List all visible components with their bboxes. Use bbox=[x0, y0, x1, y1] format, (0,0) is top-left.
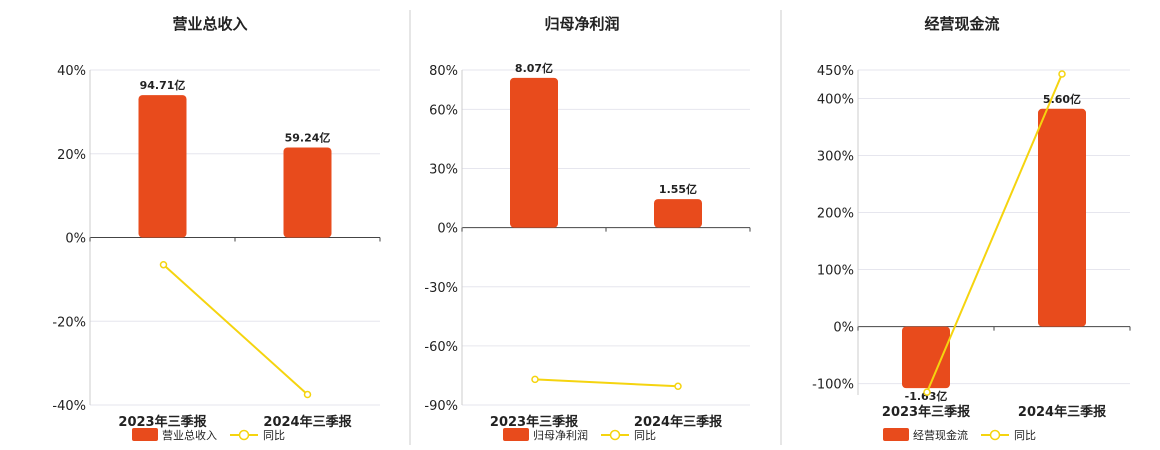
y-tick-label: 30% bbox=[429, 163, 458, 178]
x-category-label: 2023年三季报 bbox=[882, 404, 971, 420]
legend-bar-swatch bbox=[132, 428, 158, 441]
legend-line-label: 同比 bbox=[634, 429, 656, 442]
x-category-label: 2024年三季报 bbox=[1018, 404, 1107, 420]
x-category-label: 2024年三季报 bbox=[634, 414, 723, 430]
y-tick-label: -40% bbox=[52, 399, 86, 414]
y-tick-label: -60% bbox=[424, 340, 458, 355]
y-tick-label: 400% bbox=[817, 93, 854, 108]
y-tick-label: 0% bbox=[65, 232, 86, 247]
y-tick-label: 0% bbox=[833, 321, 854, 336]
legend-line-label: 同比 bbox=[263, 429, 285, 442]
bar-data-label: 8.07亿 bbox=[515, 61, 553, 75]
chart-title: 经营现金流 bbox=[924, 15, 999, 33]
x-category-label: 2024年三季报 bbox=[263, 414, 352, 430]
y-tick-label: 100% bbox=[817, 264, 854, 279]
y-tick-label: 40% bbox=[57, 64, 86, 79]
line-point-1 bbox=[1058, 70, 1066, 78]
y-tick-label: 200% bbox=[817, 207, 854, 222]
y-tick-label: -20% bbox=[52, 315, 86, 330]
legend-bar-label: 归母净利润 bbox=[533, 428, 588, 442]
legend-bar-label: 经营现金流 bbox=[913, 428, 968, 442]
y-tick-label: 60% bbox=[429, 103, 458, 118]
legend-bar-swatch bbox=[883, 428, 909, 441]
line-同比 bbox=[926, 73, 1063, 393]
legend-line-marker bbox=[238, 429, 250, 441]
y-tick-label: 80% bbox=[429, 64, 458, 79]
legend-bar-label: 营业总收入 bbox=[162, 428, 217, 442]
line-point-1 bbox=[674, 382, 682, 391]
line-point-1 bbox=[303, 390, 312, 399]
chart-title: 营业总收入 bbox=[172, 15, 247, 33]
y-tick-label: 450% bbox=[817, 64, 854, 79]
legend-line-marker bbox=[609, 429, 621, 441]
legend-line-marker bbox=[989, 429, 1001, 441]
y-tick-label: 300% bbox=[817, 150, 854, 165]
bar-data-label: 94.71亿 bbox=[140, 78, 186, 92]
y-tick-label: -90% bbox=[424, 399, 458, 414]
y-tick-label: -30% bbox=[424, 281, 458, 296]
x-category-label: 2023年三季报 bbox=[118, 414, 207, 430]
bar-归母净利润-1 bbox=[654, 199, 702, 228]
legend-bar-swatch bbox=[503, 428, 529, 441]
x-category-label: 2023年三季报 bbox=[490, 414, 579, 430]
y-tick-label: 20% bbox=[57, 148, 86, 163]
bar-data-label: 1.55亿 bbox=[659, 182, 697, 196]
bar-经营现金流-1 bbox=[1038, 108, 1086, 327]
line-point-0 bbox=[159, 260, 168, 269]
legend-line-label: 同比 bbox=[1014, 429, 1036, 442]
y-tick-label: -100% bbox=[812, 378, 854, 393]
line-point-0 bbox=[923, 388, 931, 396]
bar-经营现金流-0 bbox=[902, 326, 950, 389]
y-tick-label: 0% bbox=[437, 222, 458, 237]
line-同比 bbox=[534, 378, 679, 388]
bar-营业总收入-1 bbox=[283, 147, 332, 238]
chart-title: 归母净利润 bbox=[544, 15, 619, 33]
bar-营业总收入-0 bbox=[138, 95, 187, 238]
bar-归母净利润-0 bbox=[510, 77, 558, 228]
bar-data-label: 59.24亿 bbox=[285, 130, 331, 144]
line-point-0 bbox=[531, 375, 539, 384]
line-同比 bbox=[162, 263, 309, 396]
bar-data-label: -1.63亿 bbox=[905, 389, 948, 403]
